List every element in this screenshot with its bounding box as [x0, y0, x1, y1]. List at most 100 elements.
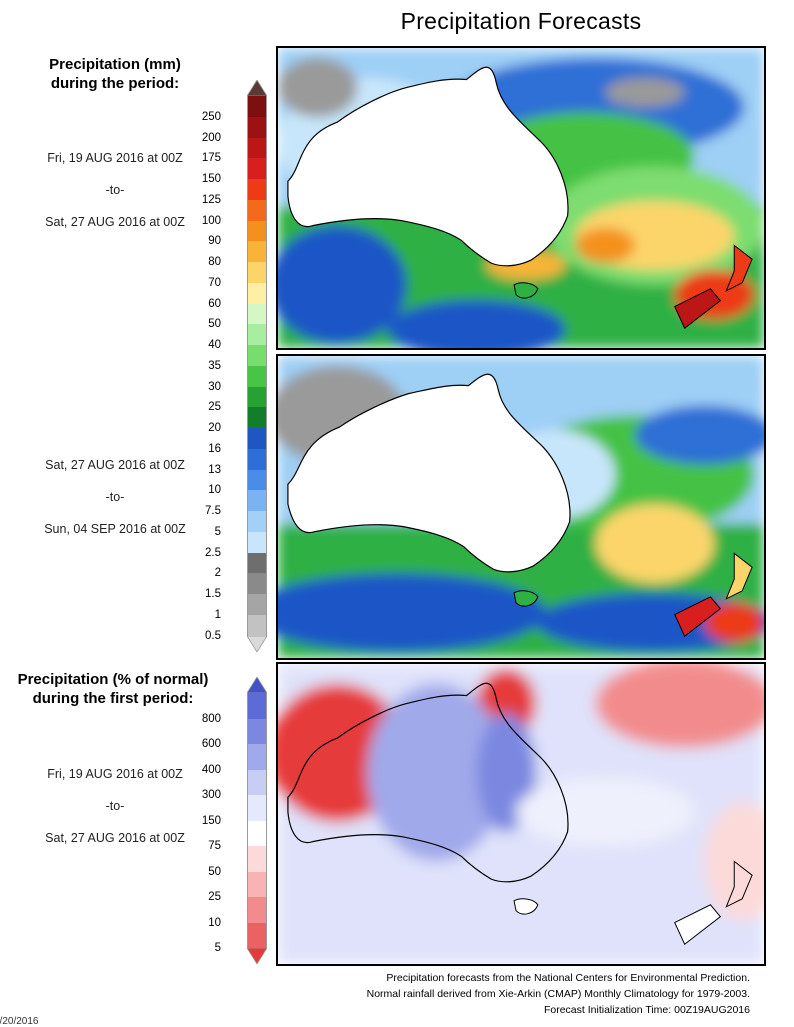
- colorbar-band: [247, 282, 267, 304]
- colorbar-tick-label: 800: [201, 712, 221, 725]
- colorbar-band: [247, 345, 267, 366]
- colorbar-tick-label: 10: [208, 484, 221, 497]
- colorbar-band: [247, 324, 267, 345]
- colorbar-tick-label: 16: [208, 442, 221, 455]
- credit-line-3: Forecast Initialization Time: 00Z19AUG20…: [543, 1004, 750, 1016]
- colorbar-band: [247, 448, 267, 470]
- colorbar-tick-label: 1.5: [205, 588, 221, 600]
- anomaly-heading-line-1: Precipitation (% of normal): [17, 671, 209, 688]
- colorbar-tick-label: 250: [201, 110, 221, 123]
- colorbar-band: [247, 199, 267, 221]
- colorbar-band: [247, 769, 267, 795]
- colorbar-tick-label: 70: [208, 276, 221, 289]
- colorbar-band: [247, 718, 267, 744]
- colorbar-max-arrow: [247, 677, 267, 693]
- colorbar-band: [247, 795, 267, 821]
- amount-heading-line-1: Precipitation (mm): [49, 56, 181, 73]
- colorbar-band: [247, 428, 267, 449]
- colorbar-band: [247, 220, 267, 242]
- colorbar-band: [247, 573, 267, 594]
- amount-heading-line-2: during the period:: [50, 75, 180, 92]
- colorbar-tick-label: 10: [208, 916, 221, 929]
- period-3-start: Fri, 19 AUG 2016 at 00Z: [47, 767, 183, 781]
- period-1-start: Fri, 19 AUG 2016 at 00Z: [47, 151, 183, 165]
- colorbar-tick-label: 150: [201, 173, 221, 185]
- forecast-map-2: [278, 356, 764, 658]
- colorbar-band: [247, 820, 267, 846]
- australia-landmass: [287, 66, 569, 267]
- period-2-sep: -to-: [105, 490, 125, 504]
- colorbar-tick-label: 50: [208, 865, 221, 878]
- colorbar-band: [247, 552, 267, 574]
- colorbar-band: [247, 303, 267, 325]
- colorbar-tick-label: 7.5: [205, 505, 221, 517]
- colorbar-tick-label: 200: [201, 131, 221, 144]
- australia-landmass: [287, 373, 571, 573]
- map-panel-percent-normal: [276, 662, 766, 966]
- colorbar-band: [247, 594, 267, 615]
- colorbar-tick-label: 600: [201, 738, 221, 750]
- colorbar-min-arrow: [247, 948, 267, 964]
- colorbar-tick-label: 13: [208, 463, 221, 476]
- map-panel-amount-period-1: [276, 46, 766, 350]
- colorbar-tick-label: 90: [208, 235, 221, 248]
- colorbar-tick-label: 50: [208, 318, 221, 331]
- colorbar-tick-label: 175: [201, 152, 221, 165]
- colorbar-band: [247, 137, 267, 159]
- colorbar-band: [247, 511, 267, 532]
- colorbar-min-arrow: [247, 635, 267, 652]
- colorbar-tick-label: 2.5: [205, 546, 221, 559]
- colorbar-tick-label: 0.5: [205, 629, 221, 642]
- period-1-sep: -to-: [105, 183, 125, 197]
- amount-legend-heading: Precipitation (mm) during the period:: [0, 55, 250, 93]
- percent-normal-map: [278, 664, 764, 964]
- page-title: Precipitation Forecasts: [400, 8, 642, 34]
- colorbar-max-arrow: [247, 80, 267, 96]
- anomaly-legend-heading: Precipitation (% of normal) during the f…: [0, 670, 248, 708]
- map-panel-amount-period-2: [276, 354, 766, 660]
- forecast-map-1: [278, 48, 764, 348]
- colorbar-band: [247, 386, 267, 408]
- colorbar-band: [247, 614, 267, 636]
- colorbar-band: [247, 116, 267, 138]
- colorbar-tick-label: 80: [208, 256, 221, 268]
- colorbar-tick-label: 125: [201, 193, 221, 206]
- credit-line-2: Normal rainfall derived from Xie-Arkin (…: [366, 988, 750, 1000]
- anomaly-heading-line-2: during the first period:: [32, 690, 194, 707]
- period-3-sep: -to-: [105, 799, 125, 813]
- corner-date: 8/20/2016: [0, 1016, 39, 1027]
- colorbar-band: [247, 897, 267, 923]
- colorbar-band: [247, 744, 267, 770]
- colorbar-band: [247, 846, 267, 872]
- colorbar-tick-label: 400: [201, 763, 221, 776]
- colorbar-tick-label: 30: [208, 380, 221, 393]
- colorbar-band: [247, 262, 267, 283]
- colorbar-tick-label: 75: [208, 840, 221, 852]
- colorbar-tick-label: 2: [214, 567, 221, 580]
- colorbar-tick-label: 300: [201, 789, 221, 801]
- colorbar-band: [247, 96, 267, 117]
- colorbar-tick-label: 1: [214, 608, 221, 621]
- colorbar-band: [247, 490, 267, 511]
- colorbar-tick-label: 25: [208, 401, 221, 414]
- colorbar-tick-label: 5: [214, 525, 221, 538]
- period-label-1: Fri, 19 AUG 2016 at 00Z -to- Sat, 27 AUG…: [0, 142, 230, 238]
- period-3-end: Sat, 27 AUG 2016 at 00Z: [45, 831, 185, 845]
- period-label-2: Sat, 27 AUG 2016 at 00Z -to- Sun, 04 SEP…: [0, 449, 230, 545]
- colorbar-band: [247, 922, 267, 948]
- australia-outline: [287, 682, 569, 883]
- period-1-end: Sat, 27 AUG 2016 at 00Z: [45, 215, 185, 229]
- colorbar-band: [247, 241, 267, 262]
- colorbar-tick-label: 5: [214, 942, 221, 954]
- period-label-3: Fri, 19 AUG 2016 at 00Z -to- Sat, 27 AUG…: [0, 758, 230, 854]
- colorbar-band: [247, 158, 267, 179]
- period-2-end: Sun, 04 SEP 2016 at 00Z: [44, 522, 186, 536]
- colorbar-tick-label: 100: [201, 214, 221, 227]
- colorbar-band: [247, 365, 267, 387]
- colorbar-tick-label: 20: [208, 422, 221, 434]
- colorbar-band: [247, 693, 267, 719]
- colorbar-tick-label: 35: [208, 359, 221, 372]
- colorbar-tick-label: 40: [208, 339, 221, 351]
- period-2-start: Sat, 27 AUG 2016 at 00Z: [45, 458, 185, 472]
- colorbar-tick-label: 25: [208, 891, 221, 903]
